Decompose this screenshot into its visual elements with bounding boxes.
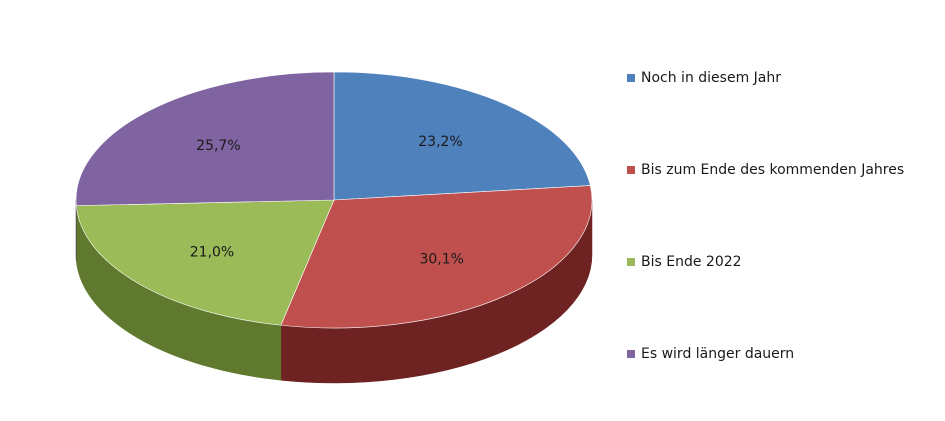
legend-item: Bis Ende 2022 xyxy=(627,254,742,270)
slice-data-label: 30,1% xyxy=(419,252,463,268)
legend-item: Es wird länger dauern xyxy=(627,346,794,362)
pie-slice xyxy=(75,71,335,206)
legend-swatch xyxy=(627,74,635,82)
pie-tops xyxy=(75,71,593,329)
slice-data-label: 23,2% xyxy=(418,134,462,150)
legend-item: Noch in diesem Jahr xyxy=(627,70,781,86)
legend-label: Es wird länger dauern xyxy=(641,346,795,362)
legend-label: Bis Ende 2022 xyxy=(641,254,742,270)
pie-slice xyxy=(75,199,335,326)
legend-swatch xyxy=(627,258,635,266)
pie-slice xyxy=(333,71,591,201)
legend-label: Noch in diesem Jahr xyxy=(641,70,781,86)
pie-labels: 23,2% 30,1% 21,0% 25,7% xyxy=(190,134,464,268)
legend-item: Bis zum Ende des kommenden Jahres xyxy=(627,162,904,178)
legend-swatch xyxy=(627,350,635,358)
legend-swatch xyxy=(627,166,635,174)
slice-data-label: 25,7% xyxy=(196,138,240,154)
legend-label: Bis zum Ende des kommenden Jahres xyxy=(641,162,905,178)
pie-slice xyxy=(280,185,593,329)
slice-data-label: 21,0% xyxy=(190,244,234,260)
